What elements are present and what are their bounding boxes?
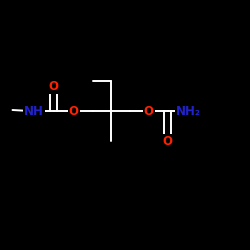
Text: O: O bbox=[49, 80, 59, 93]
Text: NH₂: NH₂ bbox=[176, 105, 201, 118]
Text: NH: NH bbox=[24, 105, 44, 118]
Text: O: O bbox=[69, 105, 79, 118]
Text: O: O bbox=[144, 105, 154, 118]
Text: O: O bbox=[162, 135, 172, 148]
